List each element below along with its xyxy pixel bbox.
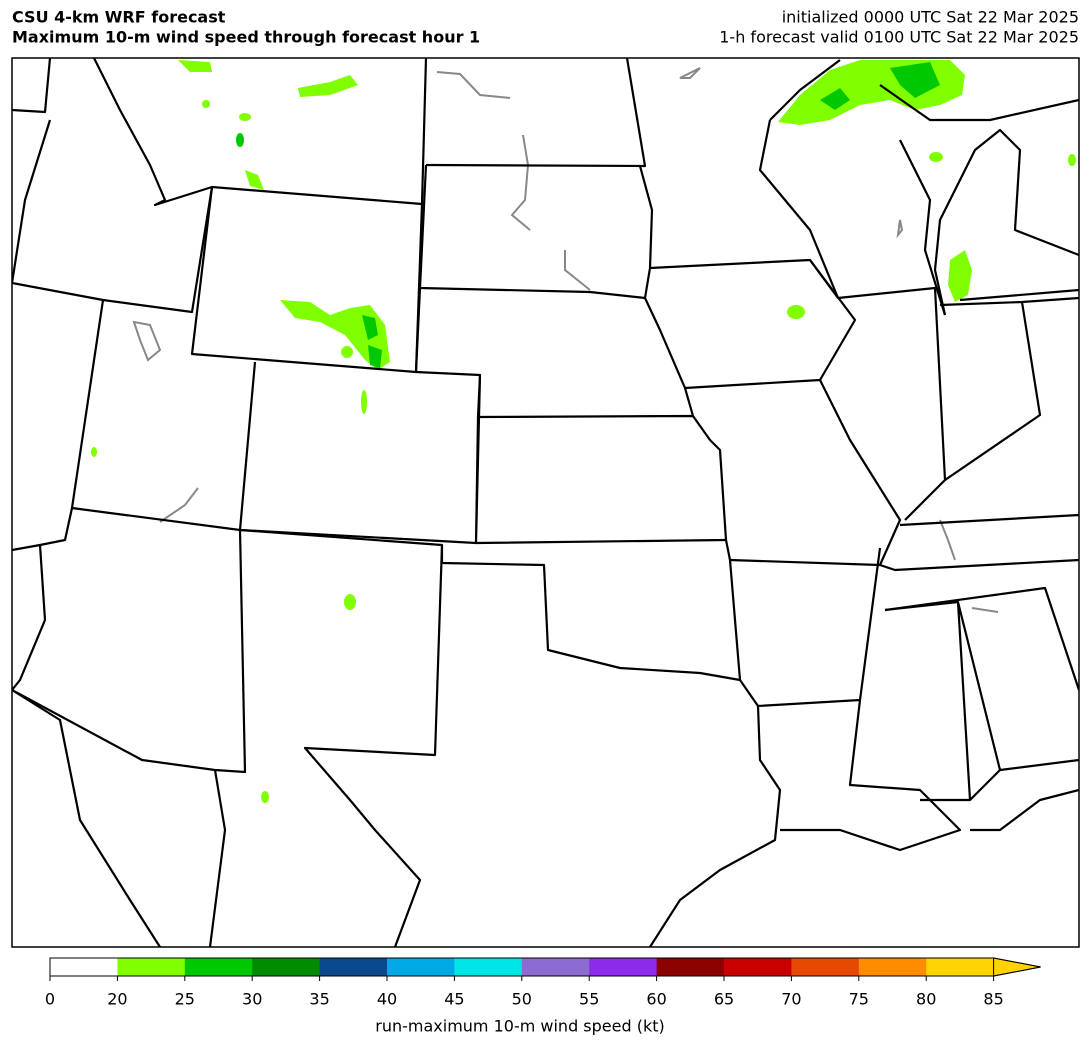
tick-label: 25 <box>175 990 195 1009</box>
tick-label: 85 <box>983 990 1003 1009</box>
title: CSU 4-km WRF forecast <box>12 8 226 27</box>
lakes <box>132 67 999 613</box>
map <box>11 57 1080 948</box>
tick-label: 65 <box>714 990 734 1009</box>
color-bin <box>656 958 725 976</box>
color-bin <box>117 958 186 976</box>
color-bin <box>589 958 658 976</box>
color-bin <box>926 958 995 976</box>
tick-label: 60 <box>646 990 666 1009</box>
state-borders <box>12 58 1079 947</box>
subtitle: Maximum 10-m wind speed through forecast… <box>12 28 480 47</box>
color-bin <box>184 958 253 976</box>
init-time: initialized 0000 UTC Sat 22 Mar 2025 <box>782 8 1079 27</box>
color-bin <box>724 958 792 976</box>
wind-areas <box>91 60 1076 803</box>
tick-label: 45 <box>444 990 464 1009</box>
color-bin <box>454 958 523 976</box>
tick-label: 80 <box>916 990 936 1009</box>
color-bin <box>858 958 927 976</box>
color-bin <box>50 958 118 976</box>
valid-time: 1-h forecast valid 0100 UTC Sat 22 Mar 2… <box>719 28 1079 47</box>
map-frame <box>11 57 1080 948</box>
tick-label: 50 <box>512 990 532 1009</box>
tick-label: 0 <box>45 990 55 1009</box>
color-bin <box>319 958 388 976</box>
color-bin <box>521 958 590 976</box>
color-bin <box>252 958 321 976</box>
tick-label: 20 <box>107 990 127 1009</box>
tick-label: 35 <box>309 990 329 1009</box>
extend-arrow <box>993 957 1041 977</box>
colorbar-outline <box>49 957 1041 977</box>
colorbar: 0 20 25 30 35 40 45 50 55 60 65 70 75 80 85 <box>45 957 1041 1009</box>
tick-label: 40 <box>377 990 397 1009</box>
color-bin <box>387 958 455 976</box>
tick-label: 70 <box>781 990 801 1009</box>
tick-label: 75 <box>849 990 869 1009</box>
color-bin <box>791 958 860 976</box>
tick-label: 55 <box>579 990 599 1009</box>
colorbar-label: run-maximum 10-m wind speed (kt) <box>375 1017 665 1036</box>
tick-label: 30 <box>242 990 262 1009</box>
